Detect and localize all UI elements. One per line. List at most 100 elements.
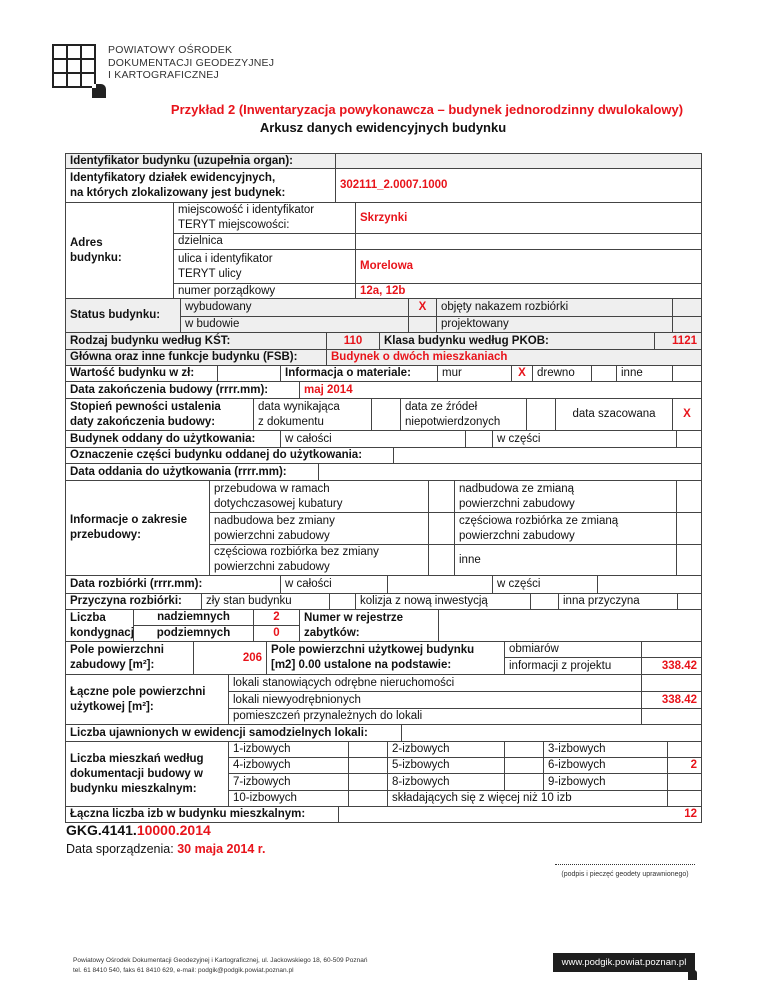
label: miejscowość i identyfikator TERYT miejsc…	[173, 202, 356, 234]
value-field[interactable]	[217, 365, 281, 382]
value-field[interactable]	[667, 741, 702, 758]
kst-value[interactable]: 110	[326, 332, 380, 350]
label: Oznaczenie części budynku oddanej do uży…	[65, 447, 394, 464]
checkbox-mark[interactable]	[408, 316, 437, 333]
form-cell: nadbudowa bez zmiany powierzchni zabudow…	[209, 512, 429, 545]
checkbox-mark[interactable]	[676, 430, 702, 448]
pkob-value[interactable]: 1121	[654, 332, 702, 350]
form-cell: 10-izbowych	[228, 790, 349, 807]
website-corner-icon	[688, 970, 697, 980]
checkbox-mark[interactable]	[530, 593, 559, 610]
date-label: Data sporządzenia:	[66, 842, 178, 856]
checkbox-mark[interactable]	[672, 365, 702, 382]
checkbox-mark[interactable]	[465, 430, 493, 448]
street-value[interactable]: Morelowa	[355, 249, 702, 284]
checkbox-mark[interactable]	[428, 512, 455, 545]
value-field[interactable]	[438, 609, 702, 642]
rooms-total-value[interactable]: 12	[338, 806, 702, 823]
label: Liczba ujawnionych w ewidencji samodziel…	[65, 724, 402, 742]
signature-line	[555, 864, 695, 865]
label: numer porządkowy	[173, 283, 356, 299]
logo-corner-icon	[92, 84, 106, 98]
label: Przyczyna rozbiórki:	[65, 593, 202, 610]
form-cell: 5-izbowych	[387, 757, 505, 774]
label: Data rozbiórki (rrrr.mm):	[65, 575, 281, 594]
form-cell: inne	[454, 544, 677, 576]
value-field[interactable]	[641, 674, 702, 692]
checkbox-mark[interactable]	[526, 398, 556, 431]
completion-date-value[interactable]: maj 2014	[299, 381, 702, 399]
checkbox-mark[interactable]	[329, 593, 356, 610]
value-field[interactable]	[504, 741, 544, 758]
value-field[interactable]	[387, 575, 493, 594]
above-ground-value[interactable]: 2	[253, 609, 300, 626]
value-field[interactable]: 338.42	[641, 691, 702, 709]
fsb-value[interactable]: Budynek o dwóch mieszkaniach	[326, 349, 702, 366]
locality-value[interactable]: Skrzynki	[355, 202, 702, 234]
checkbox-mark[interactable]	[676, 480, 702, 513]
value-field[interactable]	[393, 447, 702, 464]
district-value[interactable]	[355, 233, 702, 250]
value-field[interactable]	[348, 741, 388, 758]
document-title: Przykład 2 (Inwentaryzacja powykonawcza …	[170, 102, 684, 117]
case-id: 10000.2014	[136, 822, 211, 838]
label: objęty nakazem rozbiórki	[436, 298, 673, 317]
building-id-field[interactable]	[335, 153, 702, 169]
checkbox-mark[interactable]	[591, 365, 617, 382]
value-field[interactable]	[667, 790, 702, 807]
form-cell: inne	[616, 365, 673, 382]
checkbox-mark[interactable]	[428, 480, 455, 513]
value-field[interactable]: 2	[667, 757, 702, 774]
org-line: I KARTOGRAFICZNEJ	[108, 69, 219, 81]
checkbox-mark[interactable]	[677, 593, 702, 610]
checkbox-mark[interactable]	[371, 398, 401, 431]
label: Łączna liczba izb w budynku mieszkalnym:	[65, 806, 339, 823]
house-number-value[interactable]: 12a, 12b	[355, 283, 702, 299]
form-cell: 6-izbowych	[543, 757, 668, 774]
checkbox-mark[interactable]	[676, 544, 702, 576]
contact-line: tel. 61 8410 540, faks 61 8410 629, e-ma…	[73, 967, 294, 974]
form-cell: zły stan budynku	[201, 593, 330, 610]
form-cell: obmiarów	[504, 641, 642, 658]
below-ground-value[interactable]: 0	[253, 625, 300, 642]
website-link[interactable]: www.podgik.powiat.poznan.pl	[553, 953, 695, 972]
form-cell: data wynikająca z dokumentu	[253, 398, 372, 431]
form-cell: lokali niewyodrębnionych	[228, 691, 642, 709]
value-field[interactable]	[348, 790, 388, 807]
form-cell: nadbudowa ze zmianą powierzchni zabudowy	[454, 480, 677, 513]
built-area-value[interactable]: 206	[193, 641, 267, 675]
value-field[interactable]	[641, 641, 702, 658]
form-cell: 2-izbowych	[387, 741, 505, 758]
checkbox-mark[interactable]	[672, 298, 702, 317]
value-field[interactable]	[348, 757, 388, 774]
checkbox-mark[interactable]: X	[511, 365, 533, 382]
label: Rodzaj budynku według KŚT:	[65, 332, 327, 350]
checkbox-mark[interactable]	[672, 316, 702, 333]
form-cell: data ze źródeł niepotwierdzonych	[400, 398, 527, 431]
checkbox-mark[interactable]: X	[672, 398, 702, 431]
parcel-id-value[interactable]: 302111_2.0007.1000	[335, 168, 702, 203]
value-field[interactable]	[318, 463, 702, 481]
label: wybudowany	[180, 298, 409, 317]
label: projektowany	[436, 316, 673, 333]
value-field[interactable]	[667, 773, 702, 791]
value-field[interactable]	[597, 575, 702, 594]
usable-area-value[interactable]: 338.42	[641, 657, 702, 675]
form-cell: częściowa rozbiórka ze zmianą powierzchn…	[454, 512, 677, 545]
checkbox-mark[interactable]: X	[408, 298, 437, 317]
document-subtitle: Arkusz danych ewidencyjnych budynku	[259, 120, 507, 135]
value-field[interactable]	[504, 757, 544, 774]
organization-name: POWIATOWY OŚRODEK DOKUMENTACJI GEODEZYJN…	[108, 44, 274, 82]
org-line: DOKUMENTACJI GEODEZYJNEJ	[108, 56, 275, 69]
label: nadziemnych	[133, 609, 254, 626]
signature-caption: (podpis i pieczęć geodety uprawnionego)	[561, 871, 689, 878]
checkbox-mark[interactable]	[428, 544, 455, 576]
value-field[interactable]	[401, 724, 702, 742]
value-field[interactable]	[504, 773, 544, 791]
value-field[interactable]	[641, 708, 702, 725]
form-cell: 4-izbowych	[228, 757, 349, 774]
form-cell: 7-izbowych	[228, 773, 349, 791]
value-field[interactable]	[348, 773, 388, 791]
checkbox-mark[interactable]	[676, 512, 702, 545]
form-cell: mur	[437, 365, 512, 382]
